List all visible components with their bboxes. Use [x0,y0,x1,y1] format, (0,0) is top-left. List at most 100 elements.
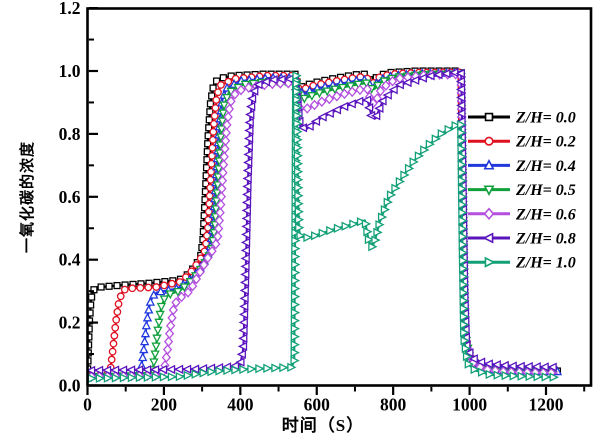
triangle-right-marker [549,372,559,382]
circle-marker [109,339,118,348]
triangle-down-marker [165,290,175,300]
triangle-left-marker [455,84,466,95]
circle-marker [152,283,161,291]
square-marker [203,148,211,156]
triangle-right-marker [361,219,372,229]
triangle-right-marker [293,167,304,177]
triangle-right-marker [167,372,178,382]
triangle-left-marker [237,341,248,352]
triangle-down-marker [218,109,228,119]
triangle-right-marker [457,184,468,194]
triangle-right-marker [290,331,300,342]
triangle-down-marker [154,318,164,328]
circle-marker [112,315,121,324]
triangle-right-marker [457,152,467,162]
triangle-right-marker [457,160,467,170]
triangle-left-marker [244,125,254,136]
triangle-left-marker [241,221,251,232]
triangle-down-marker [209,229,219,238]
triangle-down-marker [149,358,159,368]
triangle-left-marker [455,92,466,103]
triangle-left-marker [245,109,255,120]
square-marker [86,325,93,333]
triangle-right-marker [464,359,474,369]
diamond-marker [219,151,229,163]
triangle-left-marker [173,364,184,374]
triangle-right-marker [290,355,300,366]
triangle-right-marker [279,362,289,373]
triangle-left-marker [475,357,486,367]
triangle-right-marker [461,343,472,354]
circle-marker [484,136,494,146]
diamond-marker [220,143,230,155]
triangle-down-marker [153,326,163,336]
triangle-right-marker [239,364,249,375]
triangle-left-marker [244,117,254,128]
triangle-left-marker [324,108,334,119]
triangle-right-marker [293,143,303,153]
triangle-left-marker [240,269,250,280]
diamond-marker [221,127,231,139]
diamond-marker [203,252,213,264]
circle-marker [107,355,116,364]
triangle-right-marker [333,223,344,233]
triangle-right-marker [159,372,170,382]
triangle-right-marker [509,371,519,381]
triangle-right-marker [292,79,302,89]
x-tick-label-400: 400 [227,395,254,415]
triangle-left-marker [236,349,246,359]
triangle-right-marker [414,151,425,161]
diamond-marker [339,88,350,100]
triangle-right-marker [459,296,469,306]
triangle-left-marker [238,333,248,344]
triangle-down-marker [211,205,221,215]
legend-label: Z/H= 1.0 [515,255,576,272]
triangle-down-marker [156,302,167,312]
triangle-down-marker [222,94,232,103]
legend-entry-0.8: Z/H= 0.8 [468,231,576,248]
triangle-right-marker [380,204,391,215]
square-marker [205,116,213,124]
triangle-down-marker [210,213,221,223]
x-tick-label-1200: 1200 [529,395,564,415]
diamond-marker [163,336,174,347]
triangle-up-marker [140,328,151,338]
diamond-marker [362,83,373,95]
triangle-left-marker [165,364,176,375]
diamond-marker [355,84,365,96]
triangle-down-marker [483,185,495,196]
diamond-marker [216,199,226,210]
legend-label: Z/H= 0.6 [515,206,576,223]
triangle-down-marker [338,83,348,93]
diamond-marker [213,223,224,234]
triangle-right-marker [368,242,378,252]
circle-marker [210,119,218,128]
triangle-left-marker [241,197,252,208]
triangle-right-marker [341,221,351,231]
diamond-marker [214,215,225,226]
triangle-right-marker [318,228,328,238]
triangle-right-marker [294,207,304,217]
triangle-right-marker [458,216,468,226]
triangle-left-marker [297,123,308,133]
triangle-right-marker [199,368,209,378]
square-marker [209,84,217,92]
triangle-right-marker [458,256,469,266]
series-1.0 [87,71,559,384]
triangle-right-marker [431,134,441,144]
triangle-right-marker [290,307,301,318]
triangle-left-marker [241,213,251,224]
triangle-left-marker [242,165,253,176]
triangle-right-marker [326,225,336,236]
triangle-left-marker [491,359,501,370]
square-marker [212,77,221,85]
y-tick-label-0.0: 0.0 [59,376,81,396]
triangle-left-marker [242,181,252,192]
triangle-up-marker [149,289,159,299]
plot-frame [86,7,593,387]
triangle-up-marker [144,304,154,314]
triangle-down-marker [299,94,310,104]
diamond-marker [187,280,198,292]
circle-marker [108,347,117,356]
triangle-right-marker [293,151,304,161]
